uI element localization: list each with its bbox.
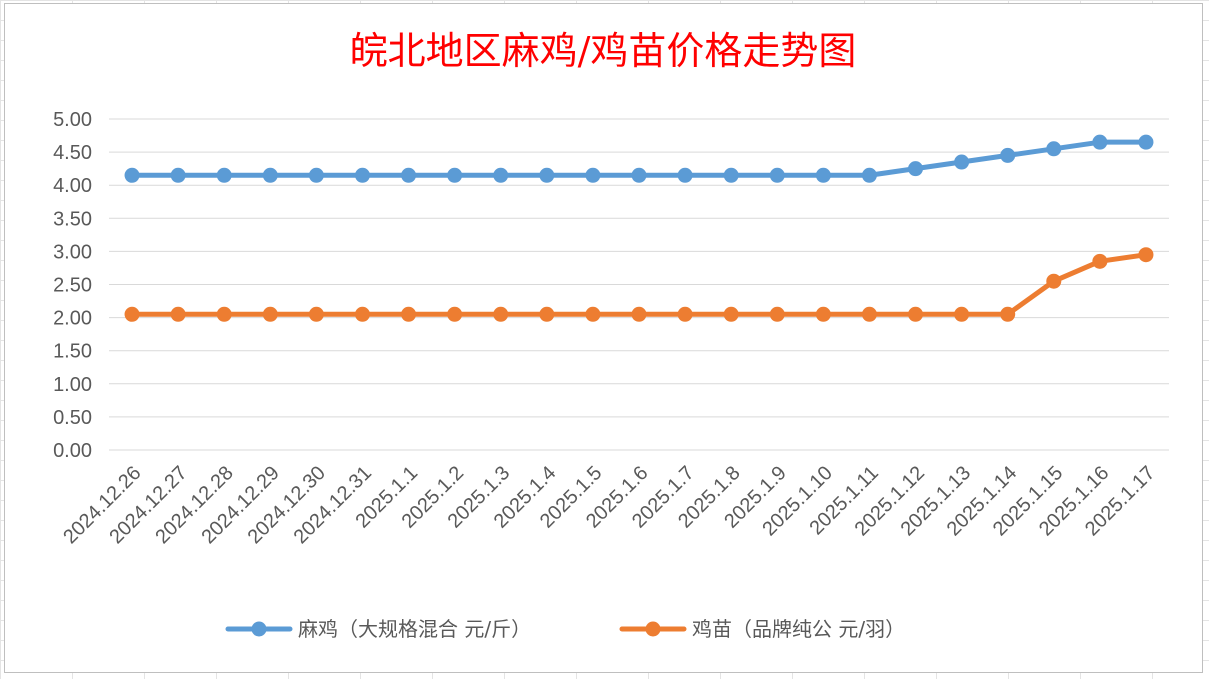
y-tick-label: 0.50: [53, 407, 92, 429]
y-tick-label: 4.50: [53, 142, 92, 164]
data-point: [815, 167, 831, 183]
legend-marker: [645, 621, 661, 637]
data-point: [908, 161, 924, 177]
data-point: [262, 167, 278, 183]
data-point: [493, 306, 509, 322]
data-point: [216, 167, 232, 183]
data-point: [1046, 141, 1062, 157]
y-tick-label: 2.00: [53, 308, 92, 330]
data-point: [861, 306, 877, 322]
data-point: [861, 167, 877, 183]
data-point: [539, 167, 555, 183]
legend-label: 麻鸡（大规格混合 元/斤）: [298, 617, 531, 641]
data-point: [262, 306, 278, 322]
data-point: [401, 167, 417, 183]
data-point: [1000, 306, 1016, 322]
data-point: [124, 167, 140, 183]
data-point: [954, 306, 970, 322]
y-tick-label: 4.00: [53, 175, 92, 197]
data-point: [124, 306, 140, 322]
data-point: [585, 306, 601, 322]
data-point: [585, 167, 601, 183]
legend-label: 鸡苗（品牌纯公 元/羽）: [692, 617, 905, 641]
gridlines: [109, 118, 1169, 451]
y-tick-label: 1.00: [53, 374, 92, 396]
legend: 麻鸡（大规格混合 元/斤） 鸡苗（品牌纯公 元/羽）: [225, 617, 905, 641]
y-tick-label: 5.00: [53, 109, 92, 131]
y-tick-label: 3.00: [53, 241, 92, 263]
y-tick-label: 0.00: [53, 440, 92, 462]
data-point: [1000, 147, 1016, 163]
data-point: [631, 306, 647, 322]
data-point: [631, 167, 647, 183]
data-point: [539, 306, 555, 322]
data-point: [1138, 134, 1154, 150]
series-group: [124, 134, 1154, 322]
data-point: [1092, 134, 1108, 150]
data-point: [769, 167, 785, 183]
data-point: [723, 167, 739, 183]
y-axis-ticks: 0.00 0.50 1.00 1.50 2.00 2.50 3.00 3.50 4.00 4.50…: [53, 109, 92, 462]
data-point: [769, 306, 785, 322]
x-axis-ticks: 2024.12.262024.12.272024.12.282024.12.29…: [59, 462, 1159, 548]
data-point: [447, 306, 463, 322]
data-point: [815, 306, 831, 322]
chart-title: 皖北地区麻鸡/鸡苗价格走势图: [350, 29, 857, 73]
data-point: [493, 167, 509, 183]
y-tick-label: 3.50: [53, 208, 92, 230]
data-point: [354, 167, 370, 183]
data-point: [1138, 247, 1154, 263]
data-point: [1092, 253, 1108, 269]
data-point: [677, 306, 693, 322]
data-point: [401, 306, 417, 322]
data-point: [354, 306, 370, 322]
chart-area[interactable]: [4, 3, 1203, 673]
y-tick-label: 1.50: [53, 341, 92, 363]
data-point: [908, 306, 924, 322]
data-point: [308, 306, 324, 322]
data-point: [216, 306, 232, 322]
y-tick-label: 2.50: [53, 275, 92, 297]
data-point: [308, 167, 324, 183]
data-point: [1046, 273, 1062, 289]
data-point: [170, 167, 186, 183]
legend-marker: [251, 621, 267, 637]
data-point: [723, 306, 739, 322]
data-point: [447, 167, 463, 183]
data-point: [170, 306, 186, 322]
data-point: [677, 167, 693, 183]
data-point: [954, 154, 970, 170]
